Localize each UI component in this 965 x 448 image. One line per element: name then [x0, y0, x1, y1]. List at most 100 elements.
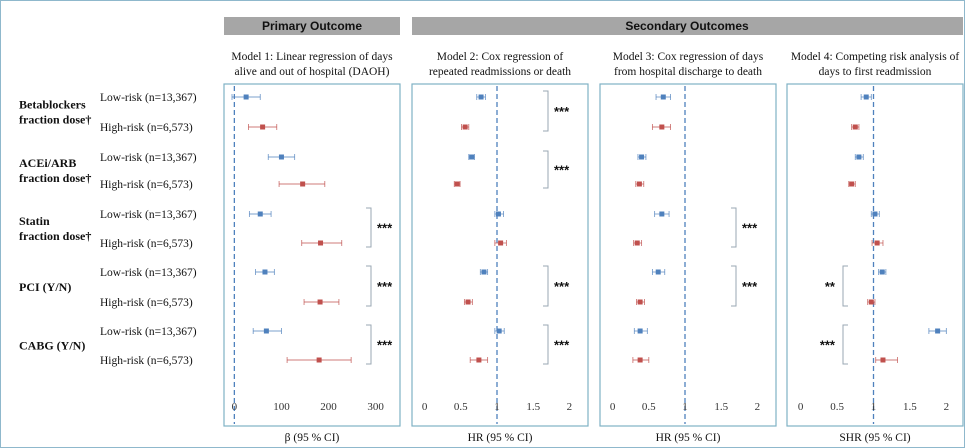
x-tick-label: 1	[871, 401, 877, 413]
x-tick-label: 1	[494, 401, 500, 413]
point-estimate	[639, 154, 645, 160]
secondary-outcomes-header: Secondary Outcomes	[625, 19, 749, 33]
significance-bracket	[543, 265, 549, 307]
point-estimate	[637, 299, 643, 305]
row-group-label: fraction dose†	[19, 113, 91, 127]
point-estimate	[462, 124, 468, 130]
significance-bracket	[543, 324, 549, 365]
x-axis-label: β (95 % CI)	[285, 432, 340, 444]
point-estimate	[659, 124, 665, 130]
point-estimate	[260, 124, 266, 130]
point-estimate	[637, 328, 643, 334]
point-estimate	[316, 357, 322, 363]
significance-bracket	[366, 324, 372, 365]
forest-panel-4: Model 4: Competing risk analysis of days …	[786, 51, 964, 444]
point-estimate	[856, 154, 862, 160]
point-estimate	[465, 299, 471, 305]
x-tick-label: 300	[367, 401, 384, 413]
point-estimate	[469, 154, 475, 160]
forest-panel-2: Model 2: Cox regression of repeated readm…	[411, 51, 589, 444]
point-estimate	[243, 94, 249, 100]
point-estimate	[655, 269, 661, 275]
significance-label: ***	[554, 279, 570, 294]
x-tick-label: 0	[610, 401, 616, 413]
significance-label: ***	[554, 104, 570, 119]
forest-panel-1: Model 1: Linear regression of days alive …	[223, 51, 401, 444]
panel-title: Model 3: Cox regression of days	[613, 51, 764, 63]
low-risk-label: Low-risk (n=13,367)	[100, 92, 197, 104]
panel-title: from hospital discharge to death	[614, 66, 762, 78]
row-group-label: ACEi/ARB	[19, 156, 76, 170]
panel-border	[786, 83, 964, 427]
point-estimate	[637, 357, 643, 363]
panel-title: Model 4: Competing risk analysis of	[791, 51, 960, 63]
x-tick-label: 1	[682, 401, 688, 413]
panel-title: Model 1: Linear regression of days	[231, 51, 393, 63]
row-group-label: Statin	[19, 214, 50, 228]
high-risk-label: High-risk (n=6,573)	[100, 179, 193, 191]
x-tick-label: 0	[798, 401, 804, 413]
primary-outcome-header-bar	[224, 17, 400, 35]
point-estimate	[278, 154, 284, 160]
point-estimate	[262, 269, 268, 275]
panel-border	[599, 83, 777, 427]
x-tick-label: 0	[232, 401, 238, 413]
point-estimate	[454, 181, 460, 187]
point-estimate	[476, 357, 482, 363]
low-risk-label: Low-risk (n=13,367)	[100, 152, 197, 164]
significance-label: ***	[820, 338, 836, 353]
point-estimate	[318, 240, 324, 246]
panel-border	[223, 83, 401, 427]
significance-bracket	[543, 150, 549, 189]
x-tick-label: 0.5	[454, 401, 468, 413]
point-estimate	[660, 94, 666, 100]
forest-panels: Model 1: Linear regression of days alive …	[223, 51, 964, 444]
point-estimate	[257, 211, 263, 217]
forest-panel-3: Model 3: Cox regression of days from hosp…	[599, 51, 777, 444]
x-tick-label: 2	[755, 401, 761, 413]
significance-label: ***	[742, 221, 758, 236]
x-axis-label: HR (95 % CI)	[468, 432, 533, 444]
point-estimate	[634, 240, 640, 246]
x-tick-label: 100	[273, 401, 290, 413]
x-tick-label: 2	[567, 401, 573, 413]
x-tick-label: 1.5	[526, 401, 540, 413]
point-estimate	[879, 269, 885, 275]
x-tick-label: 200	[320, 401, 337, 413]
secondary-outcomes-header-bar	[412, 17, 963, 35]
x-tick-label: 1.5	[903, 401, 917, 413]
significance-bracket	[366, 207, 372, 248]
high-risk-label: High-risk (n=6,573)	[100, 238, 193, 250]
significance-bracket	[842, 324, 848, 365]
x-tick-label: 2	[944, 401, 950, 413]
row-group-label: CABG (Y/N)	[19, 339, 85, 353]
x-axis-label: SHR (95 % CI)	[839, 432, 910, 444]
x-tick-label: 0.5	[642, 401, 656, 413]
point-estimate	[874, 240, 880, 246]
point-estimate	[498, 240, 504, 246]
x-tick-label: 0.5	[830, 401, 844, 413]
panel-title: days to first readmission	[819, 66, 932, 78]
point-estimate	[300, 181, 306, 187]
point-estimate	[863, 94, 869, 100]
point-estimate	[868, 299, 874, 305]
panel-border	[411, 83, 589, 427]
x-axis-label: HR (95 % CI)	[656, 432, 721, 444]
point-estimate	[880, 357, 886, 363]
low-risk-label: Low-risk (n=13,367)	[100, 267, 197, 279]
significance-label: ***	[377, 221, 393, 236]
significance-label: ***	[377, 279, 393, 294]
panel-title: repeated readmissions or death	[429, 66, 571, 78]
significance-label: ***	[554, 163, 570, 178]
point-estimate	[263, 328, 269, 334]
significance-bracket	[366, 265, 372, 307]
significance-label: ***	[554, 338, 570, 353]
significance-label: **	[825, 279, 836, 294]
significance-bracket	[731, 265, 737, 307]
point-estimate	[317, 299, 323, 305]
point-estimate	[496, 328, 502, 334]
primary-outcome-header: Primary Outcome	[262, 19, 362, 33]
